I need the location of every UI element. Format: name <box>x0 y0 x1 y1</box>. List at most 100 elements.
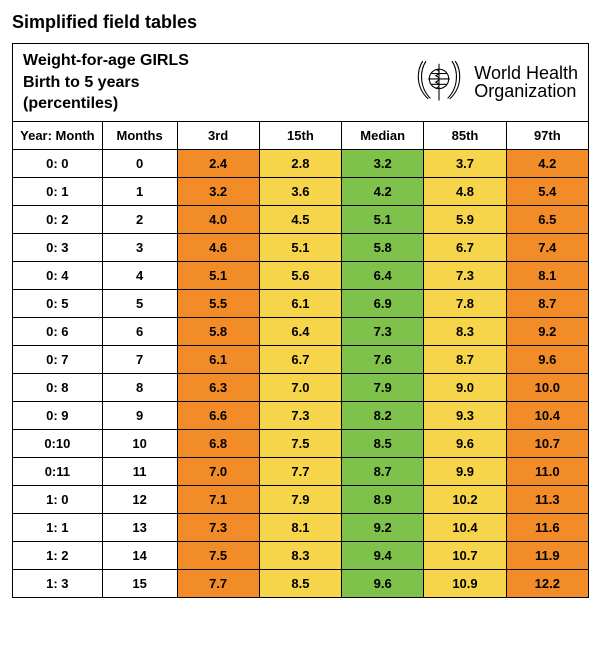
table-cell: 9 <box>102 402 177 430</box>
table-cell: 6.1 <box>259 290 341 318</box>
table-cell: 8.1 <box>259 514 341 542</box>
table-cell: 4.6 <box>177 234 259 262</box>
column-header: 85th <box>424 122 506 150</box>
table-cell: 7.1 <box>177 486 259 514</box>
table-cell: 7.7 <box>177 570 259 598</box>
table-cell: 6.6 <box>177 402 259 430</box>
table-cell: 3.6 <box>259 178 341 206</box>
table-cell: 10.9 <box>424 570 506 598</box>
table-cell: 6.9 <box>342 290 424 318</box>
table-cell: 4.0 <box>177 206 259 234</box>
table-cell: 0: 6 <box>13 318 102 346</box>
table-cell: 9.6 <box>506 346 588 374</box>
table-cell: 4.5 <box>259 206 341 234</box>
table-cell: 0: 0 <box>13 150 102 178</box>
table-cell: 6.8 <box>177 430 259 458</box>
table-cell: 9.2 <box>342 514 424 542</box>
table-cell: 7.8 <box>424 290 506 318</box>
table-cell: 12 <box>102 486 177 514</box>
table-cell: 7 <box>102 346 177 374</box>
table-cell: 4.2 <box>342 178 424 206</box>
table-cell: 1: 1 <box>13 514 102 542</box>
who-name-line2: Organization <box>474 81 576 101</box>
table-cell: 7.5 <box>177 542 259 570</box>
percentile-table: Year: MonthMonths3rd15thMedian85th97th 0… <box>13 122 589 599</box>
table-cell: 7.4 <box>506 234 588 262</box>
table-cell: 5.1 <box>259 234 341 262</box>
table-cell: 2 <box>102 206 177 234</box>
table-cell: 7.6 <box>342 346 424 374</box>
table-cell: 8.9 <box>342 486 424 514</box>
table-cell: 1: 2 <box>13 542 102 570</box>
table-cell: 9.3 <box>424 402 506 430</box>
table-cell: 0: 1 <box>13 178 102 206</box>
table-cell: 0: 8 <box>13 374 102 402</box>
table-cell: 3.2 <box>342 150 424 178</box>
table-row: 0: 555.56.16.97.88.7 <box>13 290 589 318</box>
table-cell: 8 <box>102 374 177 402</box>
table-cell: 11.6 <box>506 514 588 542</box>
table-row: 0:10106.87.58.59.610.7 <box>13 430 589 458</box>
column-header: Year: Month <box>13 122 102 150</box>
table-cell: 9.6 <box>424 430 506 458</box>
table-cell: 5.9 <box>424 206 506 234</box>
caption-line1: Weight-for-age GIRLS <box>23 52 189 69</box>
table-row: 0:11117.07.78.79.911.0 <box>13 458 589 486</box>
table-cell: 8.3 <box>424 318 506 346</box>
caption-line2: Birth to 5 years <box>23 74 139 91</box>
table-row: 0: 224.04.55.15.96.5 <box>13 206 589 234</box>
table-cell: 6.4 <box>259 318 341 346</box>
table-body: 0: 002.42.83.23.74.20: 113.23.64.24.85.4… <box>13 150 589 598</box>
who-name-line1: World Health <box>474 63 578 83</box>
table-cell: 7.7 <box>259 458 341 486</box>
table-cell: 7.3 <box>177 514 259 542</box>
table-cell: 5.8 <box>177 318 259 346</box>
who-branding: World Health Organization <box>412 53 578 112</box>
table-row: 0: 113.23.64.24.85.4 <box>13 178 589 206</box>
table-cell: 12.2 <box>506 570 588 598</box>
who-name: World Health Organization <box>474 64 578 102</box>
table-cell: 14 <box>102 542 177 570</box>
table-cell: 6.3 <box>177 374 259 402</box>
table-container: Weight-for-age GIRLS Birth to 5 years (p… <box>12 43 589 598</box>
table-cell: 9.0 <box>424 374 506 402</box>
table-cell: 7.3 <box>342 318 424 346</box>
table-cell: 8.1 <box>506 262 588 290</box>
table-cell: 7.0 <box>177 458 259 486</box>
table-cell: 10 <box>102 430 177 458</box>
table-cell: 0: 9 <box>13 402 102 430</box>
table-cell: 9.9 <box>424 458 506 486</box>
table-cell: 6.7 <box>259 346 341 374</box>
table-cell: 0 <box>102 150 177 178</box>
table-cell: 5.4 <box>506 178 588 206</box>
table-row: 1: 0127.17.98.910.211.3 <box>13 486 589 514</box>
table-row: 0: 886.37.07.99.010.0 <box>13 374 589 402</box>
table-cell: 13 <box>102 514 177 542</box>
table-row: 0: 996.67.38.29.310.4 <box>13 402 589 430</box>
table-cell: 4.8 <box>424 178 506 206</box>
table-cell: 15 <box>102 570 177 598</box>
table-cell: 10.4 <box>506 402 588 430</box>
table-cell: 1: 3 <box>13 570 102 598</box>
table-cell: 6.4 <box>342 262 424 290</box>
table-cell: 0: 5 <box>13 290 102 318</box>
table-cell: 2.8 <box>259 150 341 178</box>
table-cell: 11.0 <box>506 458 588 486</box>
table-cell: 3.2 <box>177 178 259 206</box>
table-row: 0: 776.16.77.68.79.6 <box>13 346 589 374</box>
column-header: Median <box>342 122 424 150</box>
table-cell: 5.1 <box>342 206 424 234</box>
table-cell: 1 <box>102 178 177 206</box>
table-cell: 5.8 <box>342 234 424 262</box>
table-cell: 7.3 <box>424 262 506 290</box>
table-cell: 7.3 <box>259 402 341 430</box>
table-row: 0: 445.15.66.47.38.1 <box>13 262 589 290</box>
table-row: 0: 665.86.47.38.39.2 <box>13 318 589 346</box>
table-cell: 8.7 <box>424 346 506 374</box>
table-cell: 7.0 <box>259 374 341 402</box>
table-cell: 10.0 <box>506 374 588 402</box>
column-header: 97th <box>506 122 588 150</box>
page-title: Simplified field tables <box>12 12 589 33</box>
table-cell: 7.5 <box>259 430 341 458</box>
table-cell: 0:10 <box>13 430 102 458</box>
